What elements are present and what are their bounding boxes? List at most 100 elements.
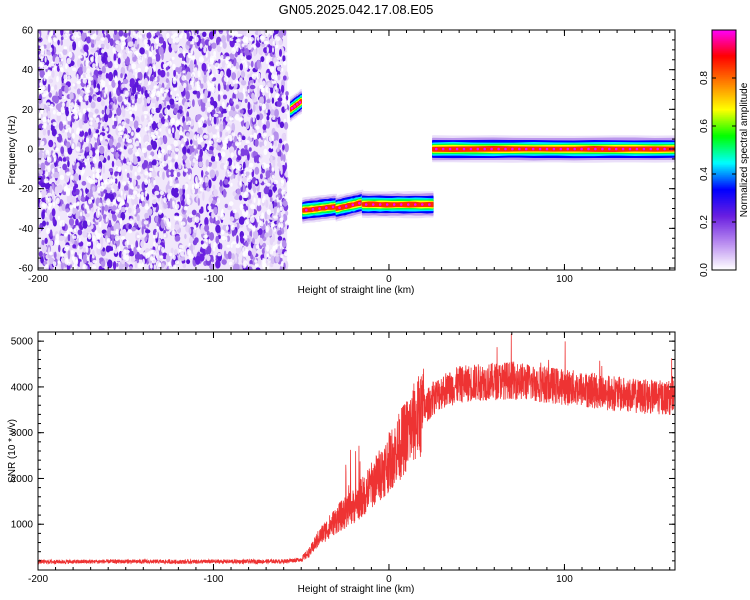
noise-gap [221, 236, 227, 241]
noise-speck [102, 165, 106, 174]
noise-speck [111, 212, 116, 220]
noise-speck [111, 160, 115, 168]
noise-speck [267, 82, 271, 88]
noise-speck [200, 206, 204, 213]
noise-gap [148, 250, 153, 255]
noise-speck [202, 181, 206, 189]
noise-speck [141, 225, 144, 235]
noise-speck [192, 90, 198, 95]
noise-speck [256, 204, 262, 212]
noise-speck [178, 163, 182, 170]
noise-gap [106, 238, 111, 242]
noise-gap [164, 89, 170, 93]
noise-speck [216, 216, 222, 222]
noise-speck [269, 155, 273, 163]
noise-gap [61, 102, 66, 107]
noise-gap [278, 222, 281, 228]
noise-speck [248, 147, 252, 152]
noise-gap [245, 187, 249, 192]
noise-speck [109, 91, 112, 102]
noise-gap [50, 86, 54, 91]
noise-gap [192, 188, 195, 194]
noise-gap [271, 174, 275, 179]
noise-gap [259, 103, 263, 107]
noise-speck [277, 143, 282, 149]
noise-gap [65, 30, 70, 36]
track-core [414, 203, 417, 206]
noise-gap [151, 45, 154, 53]
noise-speck [91, 43, 95, 48]
noise-gap [166, 145, 172, 151]
noise-gap [253, 45, 257, 50]
noise-gap [39, 61, 45, 66]
track-core [338, 206, 341, 210]
noise-gap [63, 247, 69, 252]
noise-gap [263, 258, 266, 264]
noise-gap [93, 179, 98, 183]
noise-gap [178, 47, 183, 53]
noise-gap [131, 131, 134, 136]
noise-gap [76, 202, 80, 206]
noise-gap [194, 67, 198, 72]
noise-gap [52, 121, 57, 127]
noise-gap [266, 244, 270, 252]
noise-speck [58, 121, 64, 131]
noise-gap [238, 117, 243, 122]
track-core [587, 147, 590, 151]
noise-speck [120, 73, 123, 79]
noise-gap [195, 176, 198, 184]
noise-speck [182, 55, 185, 63]
noise-gap [154, 190, 160, 196]
noise-speck [107, 155, 111, 161]
noise-speck [205, 181, 208, 187]
noise-gap [43, 178, 49, 184]
noise-gap [132, 190, 138, 195]
noise-speck [157, 138, 161, 147]
colorbar-gradient [712, 30, 736, 271]
noise-speck [101, 30, 105, 34]
noise-speck [238, 92, 244, 101]
noise-speck [101, 65, 106, 74]
noise-gap [162, 63, 167, 69]
track-core [344, 205, 348, 208]
noise-speck [42, 245, 48, 251]
noise-speck [258, 228, 263, 236]
noise-gap [158, 245, 161, 251]
noise-speck [234, 195, 240, 200]
noise-speck [163, 97, 167, 108]
noise-speck [118, 181, 121, 190]
noise-gap [194, 224, 197, 231]
noise-gap [207, 98, 211, 102]
noise-speck [66, 141, 71, 149]
noise-speck [67, 249, 71, 260]
noise-gap [138, 58, 141, 65]
noise-speck [127, 72, 133, 77]
noise-gap [92, 33, 97, 40]
noise-speck [283, 121, 289, 130]
noise-gap [150, 167, 154, 172]
noise-gap [237, 166, 241, 171]
noise-gap [133, 50, 139, 55]
noise-gap [100, 181, 104, 186]
noise-speck [185, 124, 190, 131]
noise-speck [88, 128, 92, 136]
noise-gap [203, 47, 207, 54]
noise-gap [200, 94, 204, 99]
noise-speck [135, 240, 139, 249]
noise-gap [97, 207, 101, 211]
noise-gap [275, 94, 278, 100]
track-core [351, 203, 355, 207]
noise-gap [227, 104, 231, 112]
noise-speck [254, 166, 260, 175]
noise-gap [78, 253, 82, 260]
noise-speck [57, 184, 63, 194]
noise-gap [78, 112, 82, 119]
x-tick-label: -200 [28, 574, 48, 585]
noise-gap [251, 226, 256, 230]
noise-speck [253, 155, 257, 163]
noise-gap [148, 178, 151, 184]
noise-gap [137, 147, 142, 155]
noise-gap [243, 191, 249, 199]
noise-gap [99, 113, 103, 119]
noise-gap [147, 90, 151, 94]
